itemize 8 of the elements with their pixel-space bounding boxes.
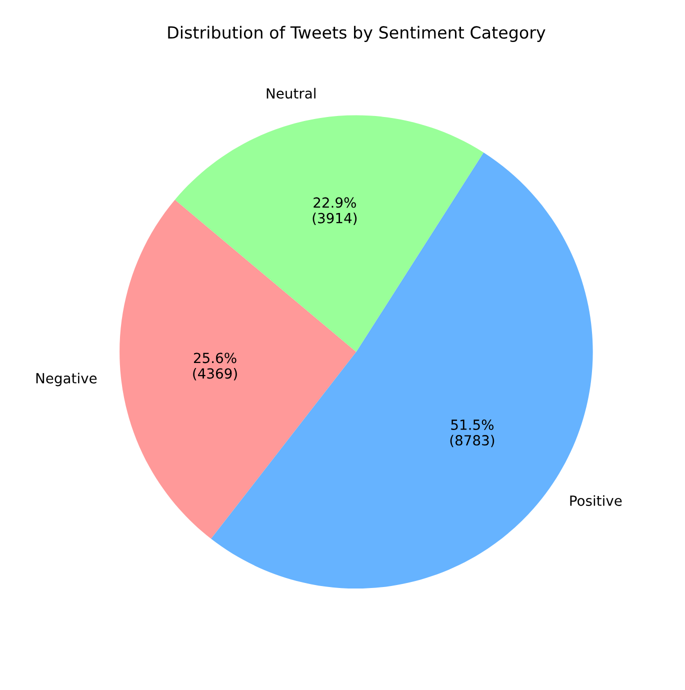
pie-slice [174,115,484,352]
chart-title: Distribution of Tweets by Sentiment Category [168,26,546,42]
data-label: 25.6% (4369) [193,352,237,380]
slice-label: Negative [36,372,97,386]
data-label: 51.5% (8783) [450,419,494,448]
data-label: 22.9% (3914) [312,197,357,225]
slice-label: Neutral [266,88,316,99]
slice-label: Positive [570,495,622,506]
